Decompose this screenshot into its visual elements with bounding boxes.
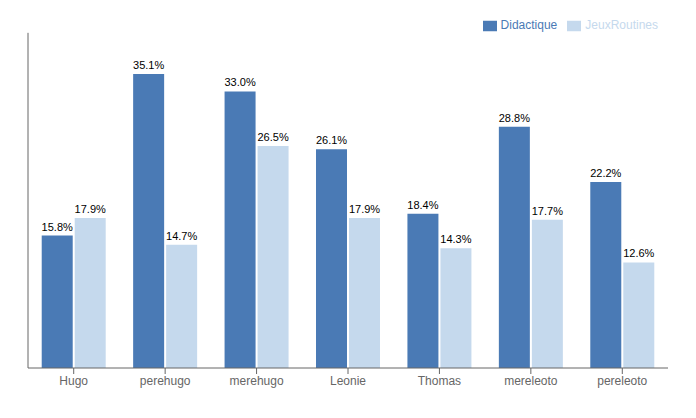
svg-text:Leonie: Leonie — [330, 374, 366, 388]
svg-text:15.8%: 15.8% — [42, 221, 73, 233]
svg-text:33.0%: 33.0% — [224, 76, 255, 88]
svg-text:17.7%: 17.7% — [532, 205, 563, 217]
svg-text:12.6%: 12.6% — [623, 247, 654, 259]
svg-text:14.3%: 14.3% — [440, 233, 471, 245]
svg-text:26.1%: 26.1% — [316, 134, 347, 146]
svg-text:14.7%: 14.7% — [166, 230, 197, 242]
svg-text:merehugo: merehugo — [230, 374, 284, 388]
svg-text:Hugo: Hugo — [59, 374, 88, 388]
html-text:Didactique: Didactique — [500, 18, 558, 32]
svg-text:28.8%: 28.8% — [499, 112, 530, 124]
svg-text:pereleoto: pereleoto — [597, 374, 647, 388]
svg-text:22.2%: 22.2% — [590, 167, 621, 179]
svg-text:17.9%: 17.9% — [75, 203, 106, 215]
svg-text:perehugo: perehugo — [140, 374, 191, 388]
html-text:JeuxRoutines: JeuxRoutines — [585, 18, 658, 32]
svg-text:35.1%: 35.1% — [133, 59, 164, 71]
svg-text:18.4%: 18.4% — [407, 199, 438, 211]
svg-text:mereleoto: mereleoto — [504, 374, 558, 388]
svg-text:Thomas: Thomas — [418, 374, 461, 388]
svg-text:17.9%: 17.9% — [349, 203, 380, 215]
svg-text:26.5%: 26.5% — [257, 131, 288, 143]
